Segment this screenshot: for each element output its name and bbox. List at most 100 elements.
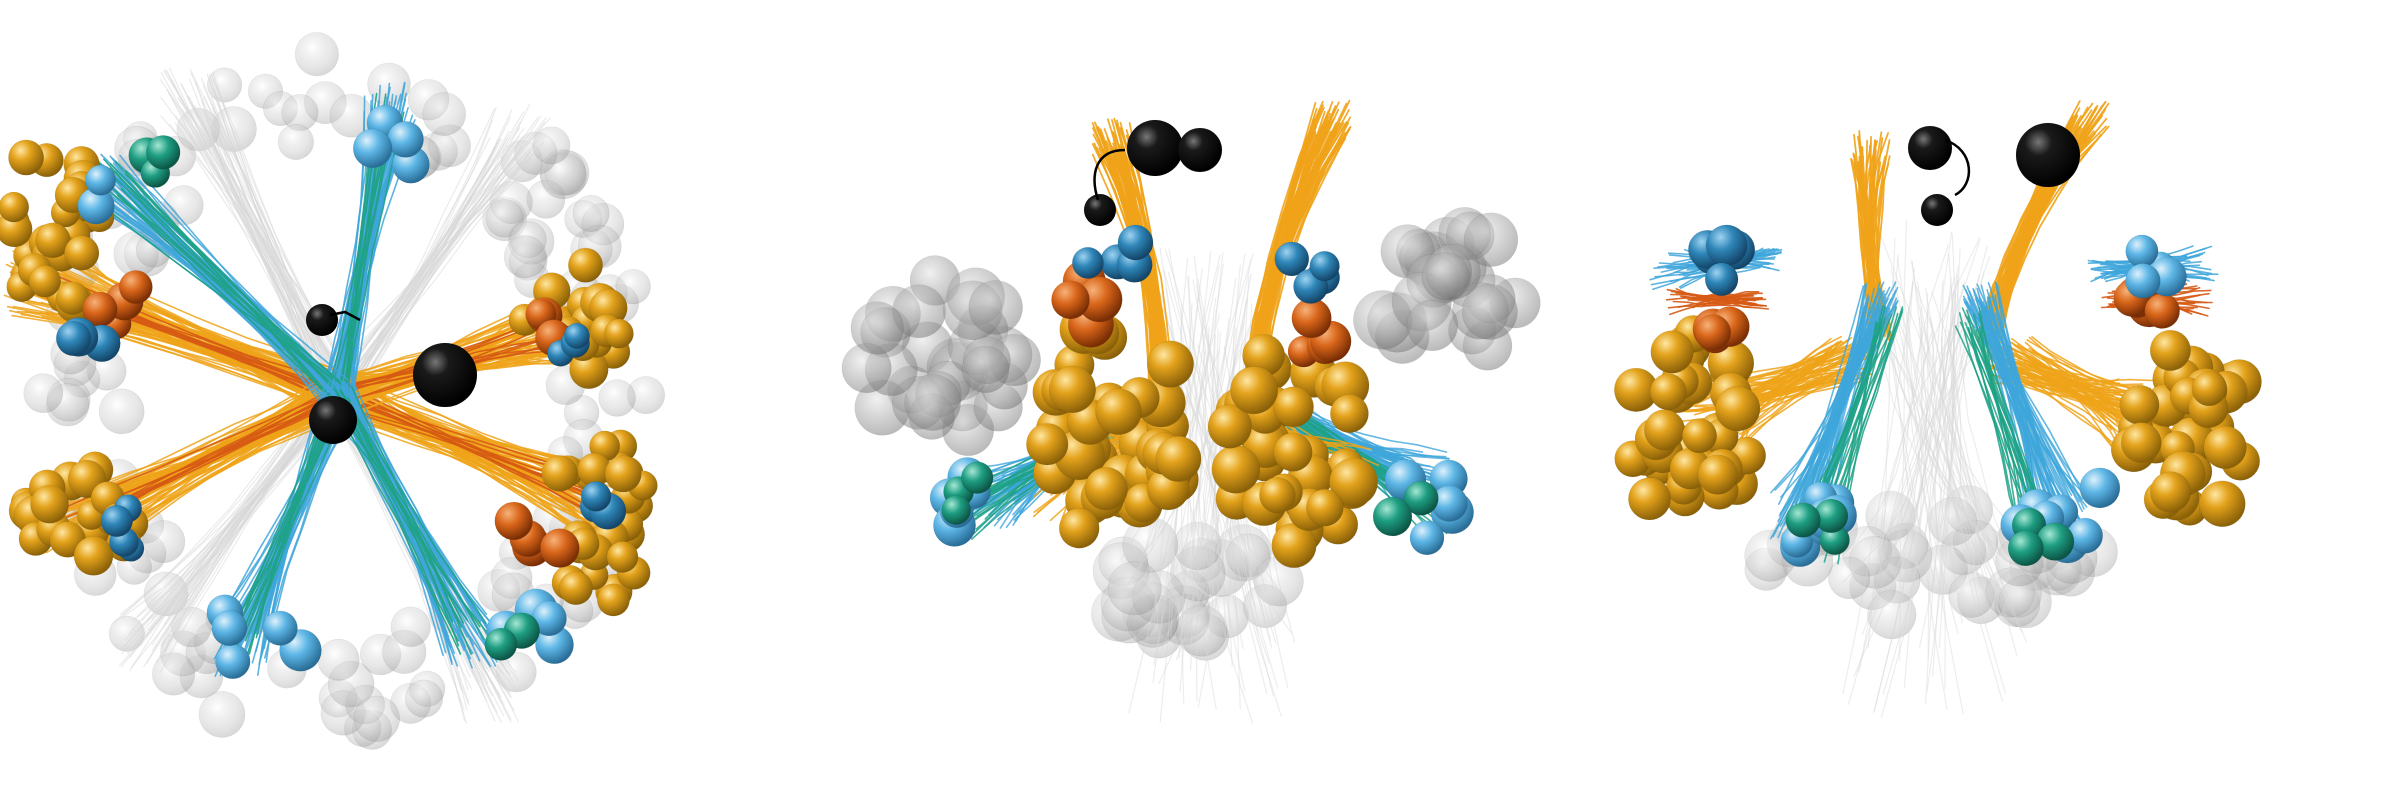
gold-sphere (1273, 386, 1314, 428)
gold-sphere (1095, 388, 1142, 435)
ghost-sphere (353, 695, 400, 742)
ghost-sphere (572, 195, 610, 232)
light-blue-sphere (211, 610, 248, 647)
ghost-sphere (1828, 556, 1871, 600)
gold-sphere (1058, 507, 1100, 549)
light-blue-sphere (2079, 467, 2121, 509)
ghost-sphere (198, 691, 246, 738)
blue-sphere (1274, 241, 1310, 277)
ghost-sphere (1406, 299, 1458, 352)
light-blue-sphere (2125, 234, 2159, 268)
ghost-sphere (317, 638, 360, 681)
blue-sphere (1309, 250, 1340, 282)
blue-sphere (1704, 262, 1739, 297)
ghost-sphere (1421, 252, 1470, 301)
gold-sphere (8, 139, 45, 176)
light-blue-sphere (262, 610, 298, 646)
black-sphere (1907, 125, 1953, 171)
ghost-sphere (294, 32, 339, 77)
gold-sphere (73, 536, 114, 576)
gold-sphere (1715, 386, 1761, 432)
ghost-sphere (532, 126, 571, 165)
gold-sphere (2149, 471, 2192, 513)
gold-sphere (1628, 477, 1671, 521)
ghost-sphere (422, 92, 467, 136)
gold-sphere (2203, 425, 2247, 470)
black-sphere (412, 342, 478, 408)
gold-sphere (1155, 435, 1202, 482)
gold-sphere (604, 318, 634, 349)
blue-sphere (1705, 224, 1748, 267)
gold-sphere (0, 191, 30, 223)
gold-sphere (1230, 366, 1279, 415)
grey-strands (159, 67, 358, 414)
orange-sphere (494, 501, 533, 541)
gold-sphere (1207, 404, 1252, 449)
gold-sphere (1681, 418, 1718, 454)
light-blue-sphere (387, 121, 424, 158)
gold-sphere (2199, 480, 2246, 528)
blue-sphere (1117, 224, 1154, 261)
ghost-sphere (503, 235, 547, 279)
linker-path (1093, 148, 1126, 201)
ghost-sphere (485, 199, 524, 238)
gold-sphere (1084, 466, 1128, 511)
ghost-sphere (850, 301, 904, 355)
light-blue-sphere (2125, 263, 2161, 299)
black-sphere (305, 303, 339, 337)
blue-sphere (563, 322, 590, 349)
gold-sphere (30, 484, 69, 524)
gold-sphere (596, 583, 630, 617)
ghost-sphere (1461, 283, 1518, 340)
gold-sphere (606, 541, 639, 573)
ghost-sphere (142, 520, 186, 564)
green-sphere (1372, 496, 1413, 537)
back-view-render (1613, 100, 2262, 718)
gold-sphere (1649, 373, 1687, 411)
green-sphere (2007, 530, 2044, 567)
ghost-sphere (1107, 561, 1162, 616)
ghost-sphere (1175, 605, 1228, 657)
blue-sphere (580, 481, 612, 512)
gold-sphere (1259, 476, 1296, 514)
front-view-render (841, 99, 1541, 724)
light-blue-sphere (1409, 520, 1445, 556)
gold-sphere (567, 247, 604, 283)
gold-sphere (2120, 422, 2162, 463)
red-strands (1665, 288, 1770, 316)
gold-sphere (1273, 432, 1313, 472)
light-blue-sphere (215, 643, 251, 680)
ghost-sphere (404, 679, 444, 718)
ghost-sphere (390, 606, 431, 647)
orange-strands (1850, 130, 1893, 342)
ghost-sphere (1865, 490, 1916, 541)
green-sphere (484, 627, 518, 661)
gold-sphere (2191, 371, 2227, 407)
linker-path (329, 310, 361, 322)
gold-sphere (1146, 340, 1194, 388)
ghost-sphere (962, 345, 1010, 393)
ghost-sphere (1225, 533, 1271, 578)
blue-sphere (1071, 246, 1104, 279)
blue-strands (1770, 281, 1899, 549)
green-strands (329, 385, 490, 655)
ghost-sphere (1867, 590, 1917, 640)
ghost-sphere (277, 123, 314, 160)
gold-sphere (1305, 488, 1344, 527)
linker-path (1944, 138, 1971, 197)
gold-sphere (1211, 444, 1261, 494)
gold-sphere (1048, 365, 1097, 414)
light-blue-sphere (352, 128, 393, 169)
ghost-sphere (904, 374, 961, 431)
ghost-sphere (152, 652, 196, 696)
ghost-sphere (1463, 212, 1519, 267)
gold-sphere (64, 235, 100, 271)
green-sphere (941, 495, 971, 525)
gold-sphere (1026, 423, 1069, 466)
green-sphere (1785, 502, 1821, 538)
orange-sphere (1291, 297, 1332, 339)
top-view-render (0, 32, 666, 750)
orange-sphere (1051, 280, 1090, 320)
ghost-sphere (1928, 496, 1978, 546)
